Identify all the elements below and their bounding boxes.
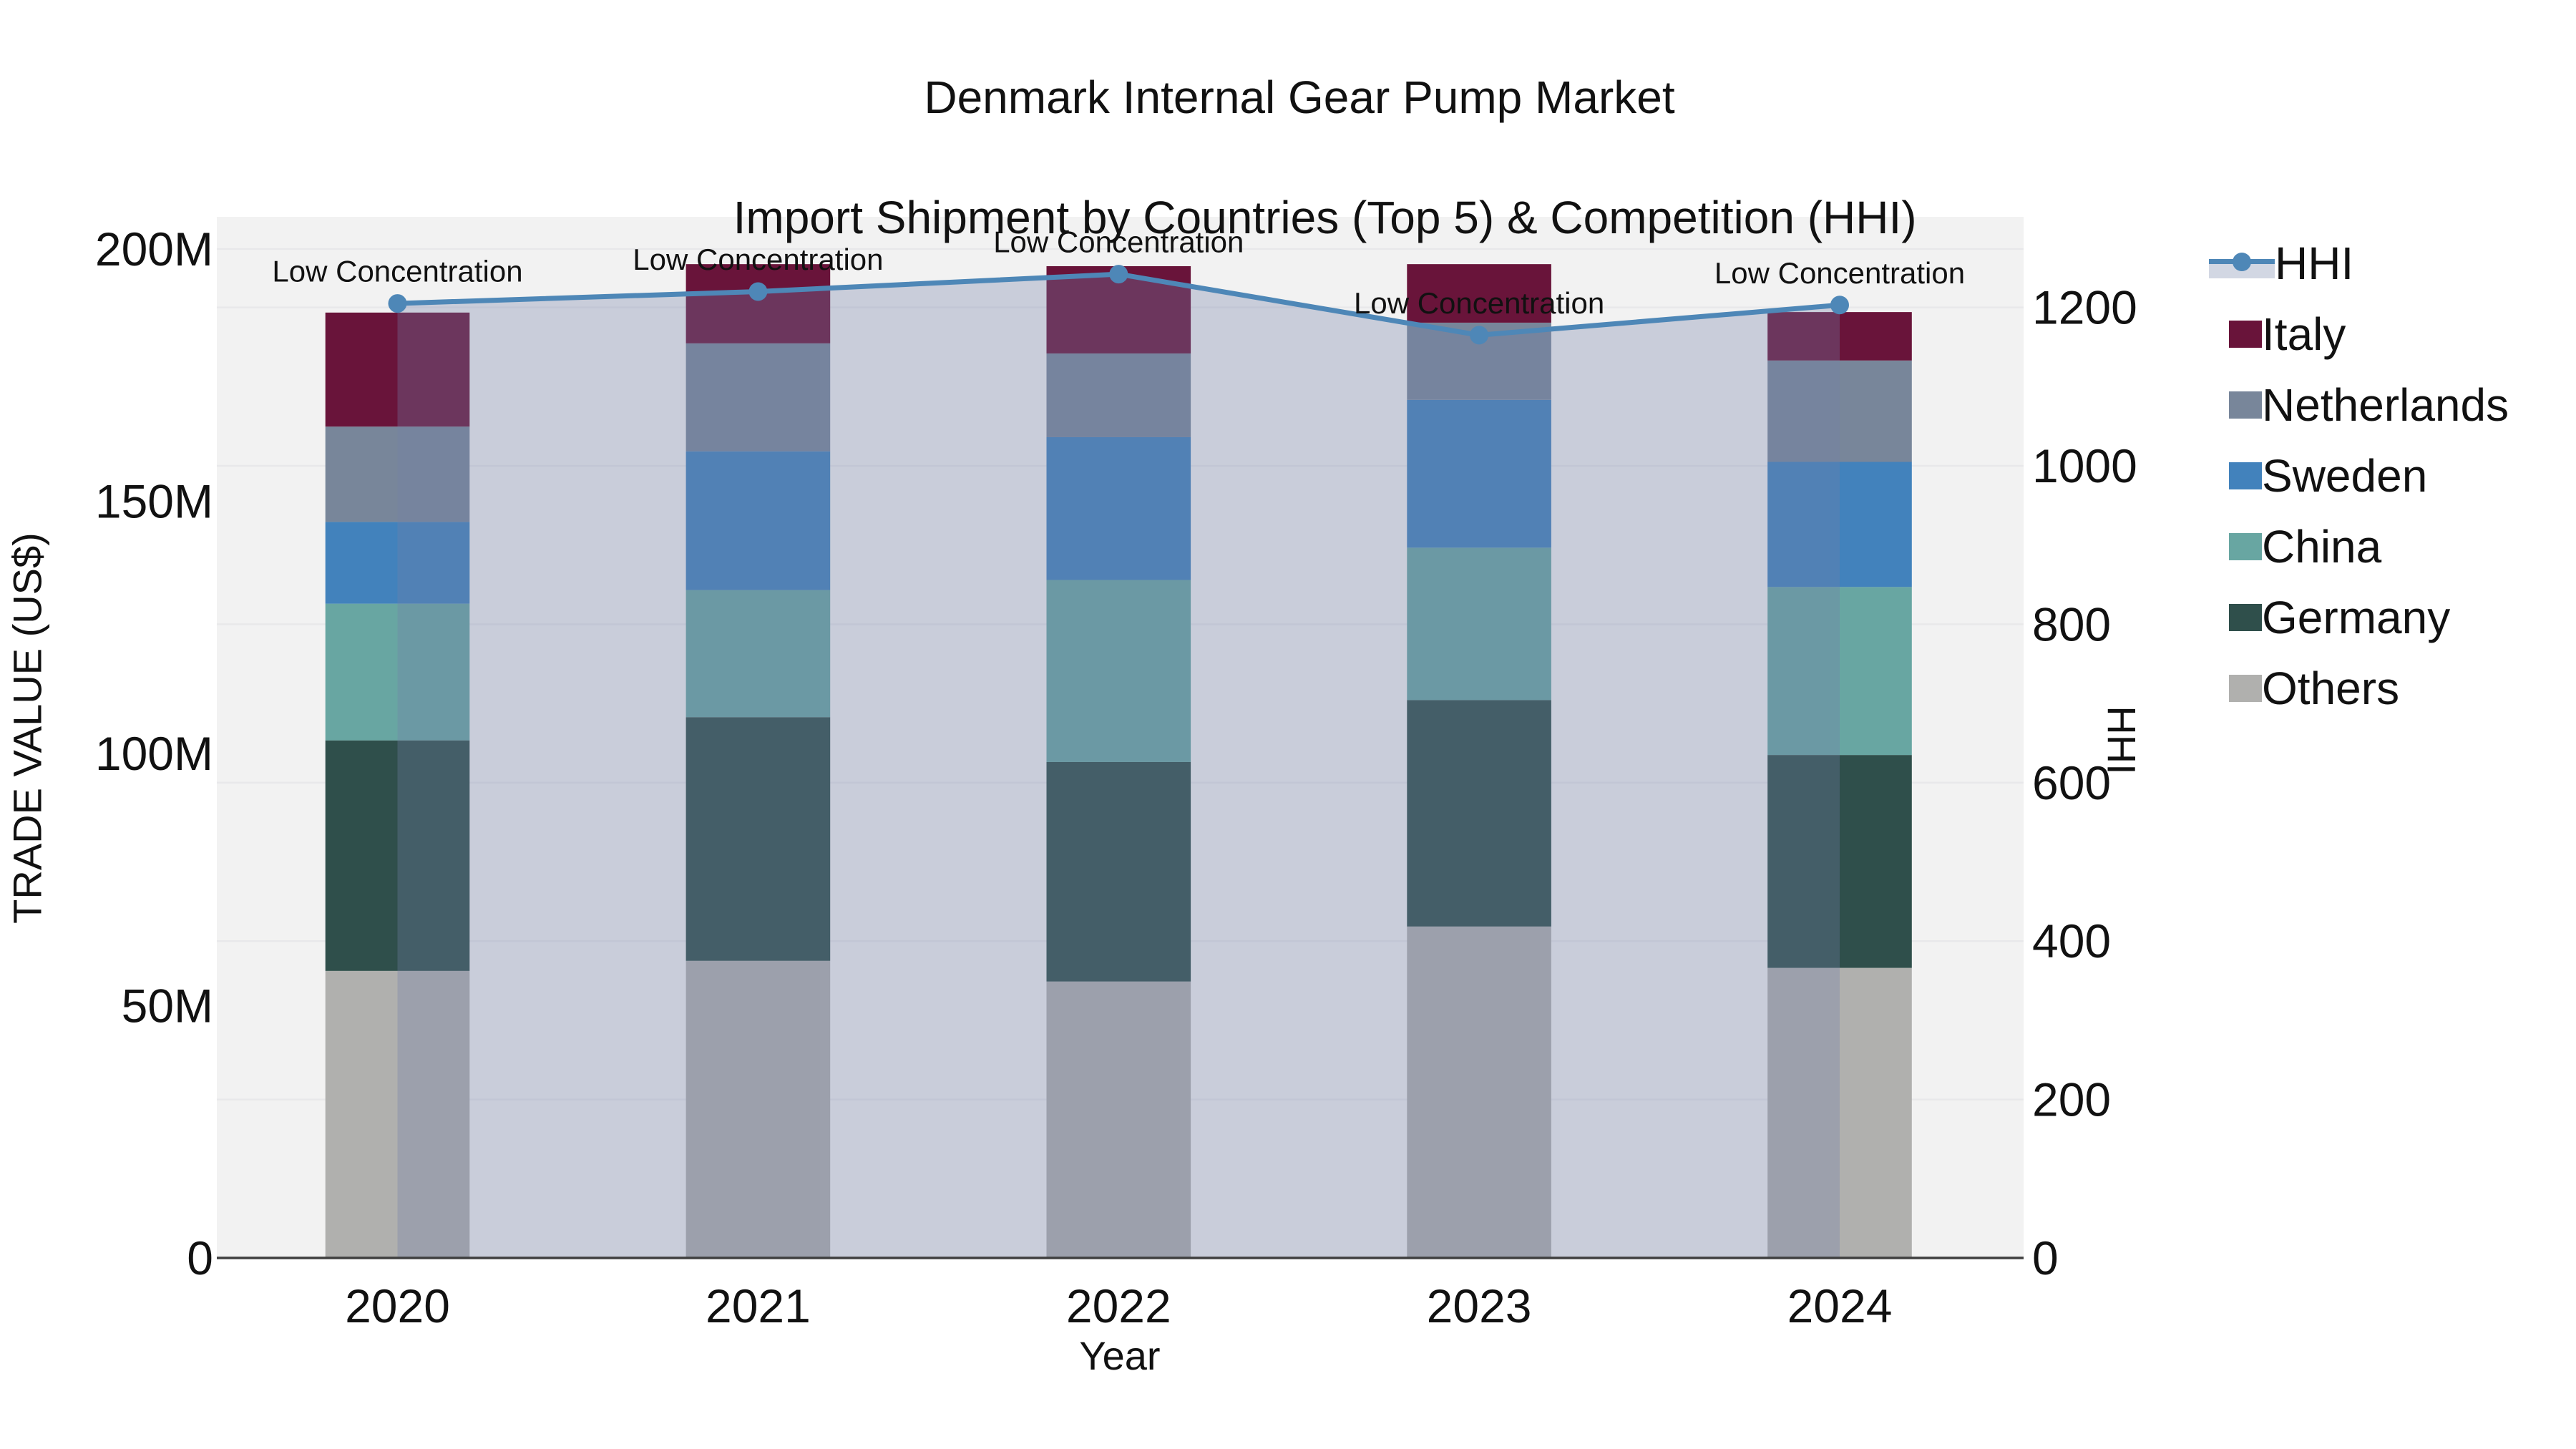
legend-label-hhi: HHI (2275, 237, 2354, 289)
x-tick-2023: 2023 (1427, 1279, 1532, 1332)
x-tick-2021: 2021 (706, 1279, 811, 1332)
bar-segment-italy-2023 (1407, 264, 1551, 323)
bar-segment-sweden-2024 (1767, 462, 1912, 587)
annotation-low-concentration-2020: Low Concentration (272, 255, 522, 288)
hhi-marker-2023 (1470, 326, 1489, 345)
bar-segment-sweden-2022 (1046, 436, 1191, 580)
legend-item-germany[interactable]: Germany (2207, 582, 2509, 653)
hhi-legend-dot (2233, 252, 2251, 271)
bar-segment-others-2022 (1046, 981, 1191, 1258)
bar-segment-italy-2020 (325, 312, 470, 427)
bar-segment-germany-2024 (1767, 755, 1912, 968)
y-left-tick-50M: 50M (122, 980, 213, 1033)
legend-label-china: China (2262, 520, 2382, 572)
bar-segment-others-2024 (1767, 967, 1912, 1258)
bar-segment-others-2023 (1407, 926, 1551, 1258)
x-tick-2022: 2022 (1066, 1279, 1171, 1332)
chart-title-line1: Denmark Internal Gear Pump Market (924, 72, 1675, 123)
y-right-tick-400: 400 (2032, 914, 2111, 967)
chart-title: Denmark Internal Gear Pump Market Import… (11, 67, 2576, 308)
y-left-tick-200M: 200M (95, 223, 213, 275)
legend-item-hhi[interactable]: HHI (2207, 228, 2509, 298)
bar-segment-italy-2021 (686, 264, 831, 343)
bar-segment-china-2020 (325, 603, 470, 741)
legend-item-netherlands[interactable]: Netherlands (2207, 369, 2509, 440)
y-left-tick-100M: 100M (95, 727, 213, 780)
legend-swatch-italy (2229, 320, 2262, 348)
legend-swatch-china (2229, 532, 2262, 560)
annotation-low-concentration-2024: Low Concentration (1714, 256, 1965, 290)
bar-segment-sweden-2021 (686, 451, 831, 590)
legend-item-others[interactable]: Others (2207, 653, 2509, 723)
bar-segment-others-2021 (686, 960, 831, 1258)
hhi-marker-2020 (388, 294, 407, 313)
y-right-tick-1000: 1000 (2032, 439, 2137, 492)
legend-swatch-germany (2229, 603, 2262, 631)
bar-segment-sweden-2023 (1407, 399, 1551, 548)
legend-item-sweden[interactable]: Sweden (2207, 440, 2509, 511)
hhi-marker-2021 (748, 282, 768, 301)
legend-label-netherlands: Netherlands (2262, 379, 2509, 431)
hhi-area-fill (397, 274, 1840, 1259)
bar-segment-china-2023 (1407, 547, 1551, 701)
bar-segment-china-2021 (686, 590, 831, 718)
bar-segment-sweden-2020 (325, 522, 470, 604)
legend-label-italy: Italy (2262, 308, 2346, 360)
annotation-low-concentration-2023: Low Concentration (1354, 286, 1604, 320)
legend-label-germany: Germany (2262, 591, 2451, 643)
x-axis-title: Year (1079, 1333, 1161, 1378)
y-right-tick-600: 600 (2032, 756, 2111, 809)
y-right-axis-title: HHI (2099, 706, 2145, 775)
chart-title-line2: Import Shipment by Countries (Top 5) & C… (733, 192, 1917, 243)
annotation-low-concentration-2021: Low Concentration (633, 243, 883, 276)
legend-label-others: Others (2262, 662, 2400, 714)
x-tick-2024: 2024 (1787, 1279, 1893, 1332)
bar-segment-others-2020 (325, 970, 470, 1258)
bar-segment-germany-2023 (1407, 700, 1551, 927)
bar-segment-netherlands-2024 (1767, 360, 1912, 462)
annotation-low-concentration-2022: Low Concentration (993, 225, 1244, 259)
y-left-tick-150M: 150M (95, 475, 213, 528)
bar-segment-italy-2024 (1767, 312, 1912, 361)
y-right-tick-1200: 1200 (2032, 281, 2137, 334)
bar-segment-netherlands-2020 (325, 426, 470, 522)
bar-segment-germany-2022 (1046, 761, 1191, 982)
hhi-legend-glyph-icon (2209, 247, 2275, 280)
bar-segment-netherlands-2022 (1046, 353, 1191, 437)
y-left-axis-title: TRADE VALUE (US$) (4, 532, 50, 924)
y-right-tick-800: 800 (2032, 597, 2111, 650)
bar-segment-netherlands-2021 (686, 343, 831, 452)
y-left-tick-0: 0 (187, 1231, 213, 1284)
bar-segment-germany-2020 (325, 740, 470, 971)
legend-item-china[interactable]: China (2207, 511, 2509, 582)
legend-swatch-sweden (2229, 462, 2262, 489)
legend-item-italy[interactable]: Italy (2207, 298, 2509, 369)
legend-swatch-netherlands (2229, 391, 2262, 419)
hhi-marker-2022 (1109, 265, 1128, 284)
bar-segment-china-2024 (1767, 587, 1912, 756)
bar-segment-china-2022 (1046, 580, 1191, 762)
hhi-marker-2024 (1830, 296, 1849, 315)
legend-label-sweden: Sweden (2262, 449, 2428, 502)
x-tick-2020: 2020 (345, 1279, 450, 1332)
legend-swatch-others (2229, 674, 2262, 702)
y-right-tick-0: 0 (2032, 1231, 2059, 1284)
y-right-tick-200: 200 (2032, 1073, 2111, 1126)
legend: HHI Italy Netherlands Sweden China Germany Oth… (2207, 228, 2509, 723)
bar-segment-germany-2021 (686, 717, 831, 961)
